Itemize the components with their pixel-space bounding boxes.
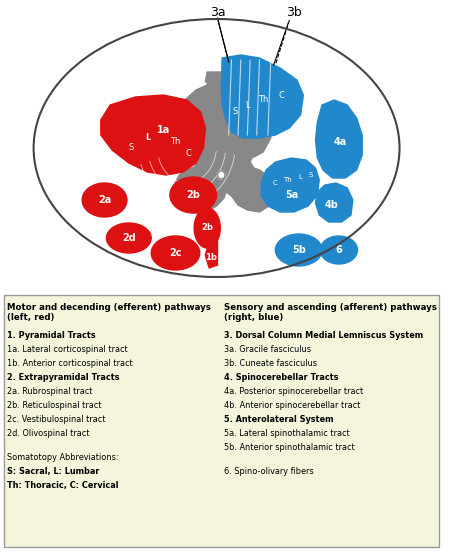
Text: 1b: 1b (205, 252, 217, 262)
Text: Th: Th (283, 177, 292, 183)
Text: 5b. Anterior spinothalamic tract: 5b. Anterior spinothalamic tract (224, 443, 355, 452)
Text: 2c: 2c (169, 248, 182, 258)
Text: L: L (299, 174, 302, 180)
Text: 2. Extrapyramidal Tracts: 2. Extrapyramidal Tracts (8, 373, 120, 382)
Text: 1. Pyramidal Tracts: 1. Pyramidal Tracts (8, 331, 96, 340)
Ellipse shape (194, 208, 220, 248)
Text: 3b: 3b (286, 7, 302, 19)
FancyBboxPatch shape (4, 295, 439, 547)
Ellipse shape (151, 236, 200, 270)
Text: S: S (233, 108, 238, 116)
Text: 2a. Rubrospinal tract: 2a. Rubrospinal tract (8, 387, 93, 396)
Text: 2b. Reticulospinal tract: 2b. Reticulospinal tract (8, 401, 102, 410)
Text: C: C (186, 150, 191, 158)
Text: 4b. Anterior spinocerebellar tract: 4b. Anterior spinocerebellar tract (224, 401, 360, 410)
Text: 2d. Olivospinal tract: 2d. Olivospinal tract (8, 429, 90, 438)
Text: 4a: 4a (334, 137, 347, 147)
Text: L: L (245, 102, 250, 110)
Text: Th: Th (170, 137, 181, 146)
Text: 3b. Cuneate fasciculus: 3b. Cuneate fasciculus (224, 359, 317, 368)
Text: 4a. Posterior spinocerebellar tract: 4a. Posterior spinocerebellar tract (224, 387, 363, 396)
Polygon shape (221, 55, 303, 138)
Polygon shape (205, 240, 218, 268)
Polygon shape (205, 72, 231, 82)
Ellipse shape (34, 19, 400, 277)
Text: S: Sacral, L: Lumbar: S: Sacral, L: Lumbar (8, 467, 100, 476)
Polygon shape (101, 95, 205, 175)
Text: 6: 6 (336, 245, 342, 255)
Ellipse shape (320, 236, 357, 264)
Text: 2b: 2b (186, 190, 200, 200)
Text: 1b. Anterior corticospinal tract: 1b. Anterior corticospinal tract (8, 359, 133, 368)
Text: 2c. Vestibulospinal tract: 2c. Vestibulospinal tract (8, 415, 106, 424)
Text: Sensory and ascending (afferent) pathways
(right, blue): Sensory and ascending (afferent) pathway… (224, 303, 437, 322)
Text: Th: Th (258, 95, 268, 104)
Text: 2b: 2b (201, 224, 213, 232)
Text: S: S (309, 172, 313, 178)
Polygon shape (217, 218, 224, 250)
Text: 6. Spino-olivary fibers: 6. Spino-olivary fibers (224, 467, 314, 476)
Text: 4b: 4b (324, 200, 338, 210)
Text: S: S (128, 144, 133, 152)
Text: 3. Dorsal Column Medial Lemniscus System: 3. Dorsal Column Medial Lemniscus System (224, 331, 423, 340)
Text: Th: Thoracic, C: Cervical: Th: Thoracic, C: Cervical (8, 481, 119, 490)
Text: 1a. Lateral corticospinal tract: 1a. Lateral corticospinal tract (8, 345, 128, 354)
Circle shape (218, 171, 225, 179)
Text: 2a: 2a (98, 195, 111, 205)
Text: 5a: 5a (285, 190, 299, 200)
Ellipse shape (275, 234, 322, 266)
Text: Motor and decending (efferent) pathways
(left, red): Motor and decending (efferent) pathways … (8, 303, 211, 322)
Text: C: C (273, 180, 278, 186)
Text: L: L (145, 134, 150, 142)
Text: Somatotopy Abbreviations:: Somatotopy Abbreviations: (8, 453, 119, 462)
Polygon shape (316, 100, 362, 178)
Ellipse shape (170, 177, 217, 213)
Text: 3a. Gracile fasciculus: 3a. Gracile fasciculus (224, 345, 311, 354)
Text: 2d: 2d (122, 233, 136, 243)
Text: 1a: 1a (157, 125, 170, 135)
Polygon shape (173, 82, 275, 213)
Text: 4. Spinocerebellar Tracts: 4. Spinocerebellar Tracts (224, 373, 338, 382)
Text: 3a: 3a (210, 6, 225, 19)
Text: 5. Anterolateral System: 5. Anterolateral System (224, 415, 334, 424)
Polygon shape (316, 183, 353, 222)
Text: 5a. Lateral spinothalamic tract: 5a. Lateral spinothalamic tract (224, 429, 350, 438)
Ellipse shape (107, 223, 151, 253)
Text: C: C (279, 92, 285, 100)
Text: 5b: 5b (292, 245, 306, 255)
Ellipse shape (82, 183, 127, 217)
Polygon shape (261, 158, 319, 212)
